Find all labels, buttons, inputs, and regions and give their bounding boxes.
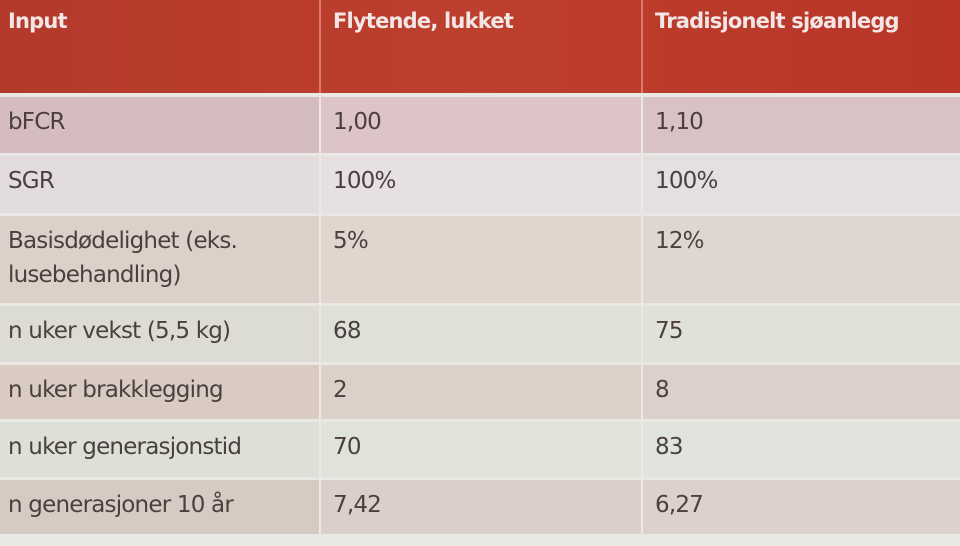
table-row: n uker generasjonstid 70 83 xyxy=(0,422,960,477)
table-cell: 6,27 xyxy=(643,480,960,534)
table-cell: n generasjoner 10 år xyxy=(0,480,321,534)
header-cell: Input xyxy=(0,0,321,93)
table-cell: 1,10 xyxy=(643,97,960,153)
table-row: bFCR 1,00 1,10 xyxy=(0,97,960,153)
table-row: n uker brakklegging 2 8 xyxy=(0,365,960,419)
table-cell: 7,42 xyxy=(321,480,643,534)
table-row: n generasjoner 10 år 7,42 6,27 xyxy=(0,480,960,534)
table-cell: 5% xyxy=(321,216,643,303)
table-row: SGR 100% 100% xyxy=(0,156,960,213)
table-cell: n uker generasjonstid xyxy=(0,422,321,477)
table-cell: 68 xyxy=(321,306,643,362)
table-cell: Basisdødelighet (eks. lusebehandling) xyxy=(0,216,321,303)
header-cell: Tradisjonelt sjøanlegg xyxy=(655,9,900,33)
table-cell: 1,00 xyxy=(321,97,643,153)
table-cell: 100% xyxy=(643,156,960,213)
table-cell: SGR xyxy=(0,156,321,213)
table-row: Basisdødelighet (eks. lusebehandling) 5% 1… xyxy=(0,216,960,303)
table-cell: 12% xyxy=(643,216,960,303)
table-cell: 2 xyxy=(321,365,643,419)
table-cell: 100% xyxy=(321,156,643,213)
table-header-row: Input Flytende, lukket Tradisjonelt sjøa… xyxy=(0,0,960,93)
table-cell: 70 xyxy=(321,422,643,477)
table-cell: bFCR xyxy=(0,97,321,153)
table-cell: n uker brakklegging xyxy=(0,365,321,419)
header-cell: Flytende, lukket xyxy=(321,0,643,93)
table-cell: 8 xyxy=(643,365,960,419)
table-cell: 83 xyxy=(643,422,960,477)
table-cell: 75 xyxy=(643,306,960,362)
table-row: n uker vekst (5,5 kg) 68 75 xyxy=(0,306,960,362)
table-cell: n uker vekst (5,5 kg) xyxy=(0,306,321,362)
